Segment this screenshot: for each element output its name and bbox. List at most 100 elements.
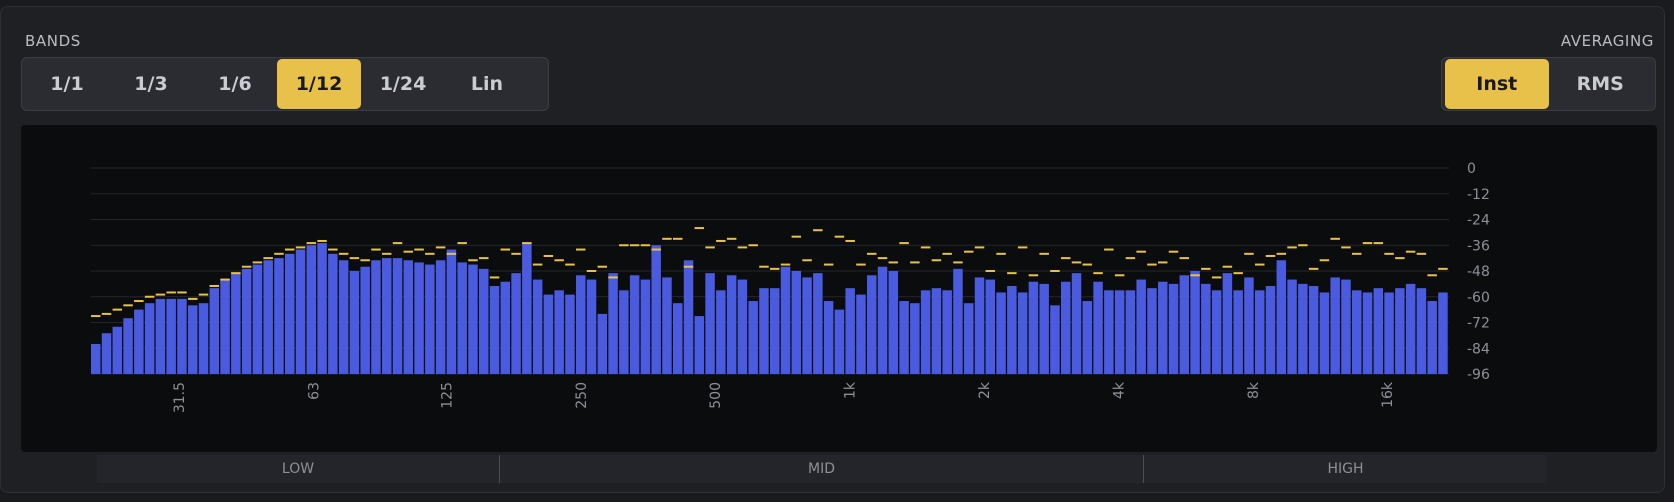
peak-marker (532, 263, 543, 266)
spectrum-bar (1061, 281, 1071, 374)
spectrum-bar (1179, 275, 1190, 374)
peak-marker (392, 242, 403, 245)
spectrum-bar (435, 260, 446, 374)
spectrum-bar (823, 301, 834, 374)
peak-marker (597, 265, 608, 268)
spectrum-bar (522, 243, 532, 374)
spectrum-bar (931, 288, 942, 374)
spectrum-bar (1158, 281, 1168, 374)
peak-marker (317, 239, 327, 242)
spectrum-bar (1319, 292, 1330, 374)
spectrum-bar (1201, 283, 1211, 375)
spectrum-bar (576, 275, 586, 374)
peak-marker (1061, 257, 1071, 260)
spectrum-bar (144, 303, 155, 374)
averaging-label: AVERAGING (1560, 32, 1654, 50)
peak-marker (640, 244, 651, 247)
y-tick-label: -12 (1467, 187, 1490, 203)
peak-marker (1136, 250, 1146, 253)
bands-option-1-1-button[interactable]: 1/1 (50, 73, 84, 95)
peak-marker (1276, 252, 1287, 255)
spectrum-bar (910, 303, 920, 374)
spectrum-bar (1017, 292, 1028, 374)
peak-marker (468, 259, 478, 262)
x-tick-label: 4k (1111, 381, 1127, 399)
spectrum-display: 0 -12 -24 -36 -48 -60 -72 -84 -96 31.5 63 125 250 500… (21, 125, 1657, 452)
spectrum-chart: 0 -12 -24 -36 -48 -60 -72 -84 -96 31.5 63 125 250 500… (91, 161, 1490, 413)
peak-marker (295, 246, 306, 249)
spectrum-bar (845, 288, 855, 374)
bands-option-1-6-button[interactable]: 1/6 (218, 73, 252, 95)
spectrum-bar (91, 343, 101, 374)
peak-marker (683, 265, 694, 268)
averaging-selector: Inst RMS (1441, 57, 1656, 111)
analyzer-panel: BANDS 1/1 1/3 1/6 1/12 1/24 Lin AVERAGING Ins… (0, 6, 1665, 493)
peak-marker (457, 242, 467, 245)
spectrum-bar (1405, 283, 1416, 375)
region-divider (499, 455, 500, 483)
peak-marker (1341, 246, 1351, 249)
peak-marker (629, 244, 640, 247)
peak-marker (198, 293, 209, 296)
spectrum-bar (640, 279, 651, 374)
peak-marker (1287, 246, 1297, 249)
spectrum-bar (209, 288, 220, 374)
spectrum-bar (1362, 292, 1373, 374)
spectrum-bar (759, 288, 769, 374)
peak-marker (1125, 257, 1136, 260)
spectrum-bar (974, 277, 985, 374)
peak-marker (942, 252, 952, 255)
averaging-option-inst-button[interactable]: Inst (1445, 59, 1549, 109)
averaging-option-rms-button[interactable]: RMS (1576, 73, 1624, 95)
spectrum-bar (651, 245, 661, 374)
peak-marker (446, 252, 457, 255)
peak-marker (856, 263, 866, 266)
spectrum-bar (360, 266, 370, 374)
spectrum-bar (694, 316, 705, 374)
peak-marker (1298, 244, 1308, 247)
spectrum-bar (414, 262, 424, 374)
spectrum-bar (683, 260, 694, 374)
spectrum-bar (101, 333, 112, 374)
peak-marker (252, 261, 263, 264)
spectrum-bar (1050, 305, 1060, 374)
peak-marker (479, 257, 489, 260)
region-divider (1143, 455, 1144, 483)
spectrum-bar (597, 313, 608, 374)
spectrum-bar (726, 275, 737, 374)
bands-option-lin-button[interactable]: Lin (470, 73, 504, 95)
spectrum-bar (1114, 290, 1125, 374)
peak-marker (241, 265, 252, 268)
spectrum-bar (295, 249, 306, 374)
peak-marker (371, 248, 381, 251)
spectrum-bar (1104, 290, 1114, 374)
peak-marker (1114, 274, 1125, 277)
peak-marker (586, 270, 597, 272)
spectrum-bar (1147, 288, 1157, 374)
spectrum-bar (856, 294, 866, 374)
peak-marker (1265, 254, 1276, 257)
spectrum-bar (252, 264, 263, 374)
spectrum-bar (554, 290, 564, 374)
peak-marker (489, 276, 500, 279)
y-tick-label: -96 (1467, 367, 1490, 383)
spectrum-bar (500, 281, 511, 374)
x-tick-label: 16k (1380, 381, 1396, 408)
spectrum-bar (1168, 283, 1179, 375)
peak-marker (306, 242, 317, 245)
peak-marker (101, 312, 112, 315)
bands-option-1-12-button[interactable]: 1/12 (277, 59, 361, 109)
spectrum-bar (511, 273, 521, 374)
peak-marker (619, 244, 629, 247)
spectrum-bar (479, 268, 489, 374)
peak-marker (274, 252, 284, 255)
peak-marker (770, 267, 780, 270)
x-tick-label: 2k (977, 381, 993, 399)
spectrum-bar (1190, 271, 1200, 374)
spectrum-bar (1341, 279, 1351, 374)
bands-option-1-3-button[interactable]: 1/3 (134, 73, 168, 95)
bands-option-1-24-button[interactable]: 1/24 (379, 73, 427, 95)
spectrum-bar (586, 279, 597, 374)
spectrum-bar (770, 288, 780, 374)
peak-marker (1158, 261, 1168, 264)
